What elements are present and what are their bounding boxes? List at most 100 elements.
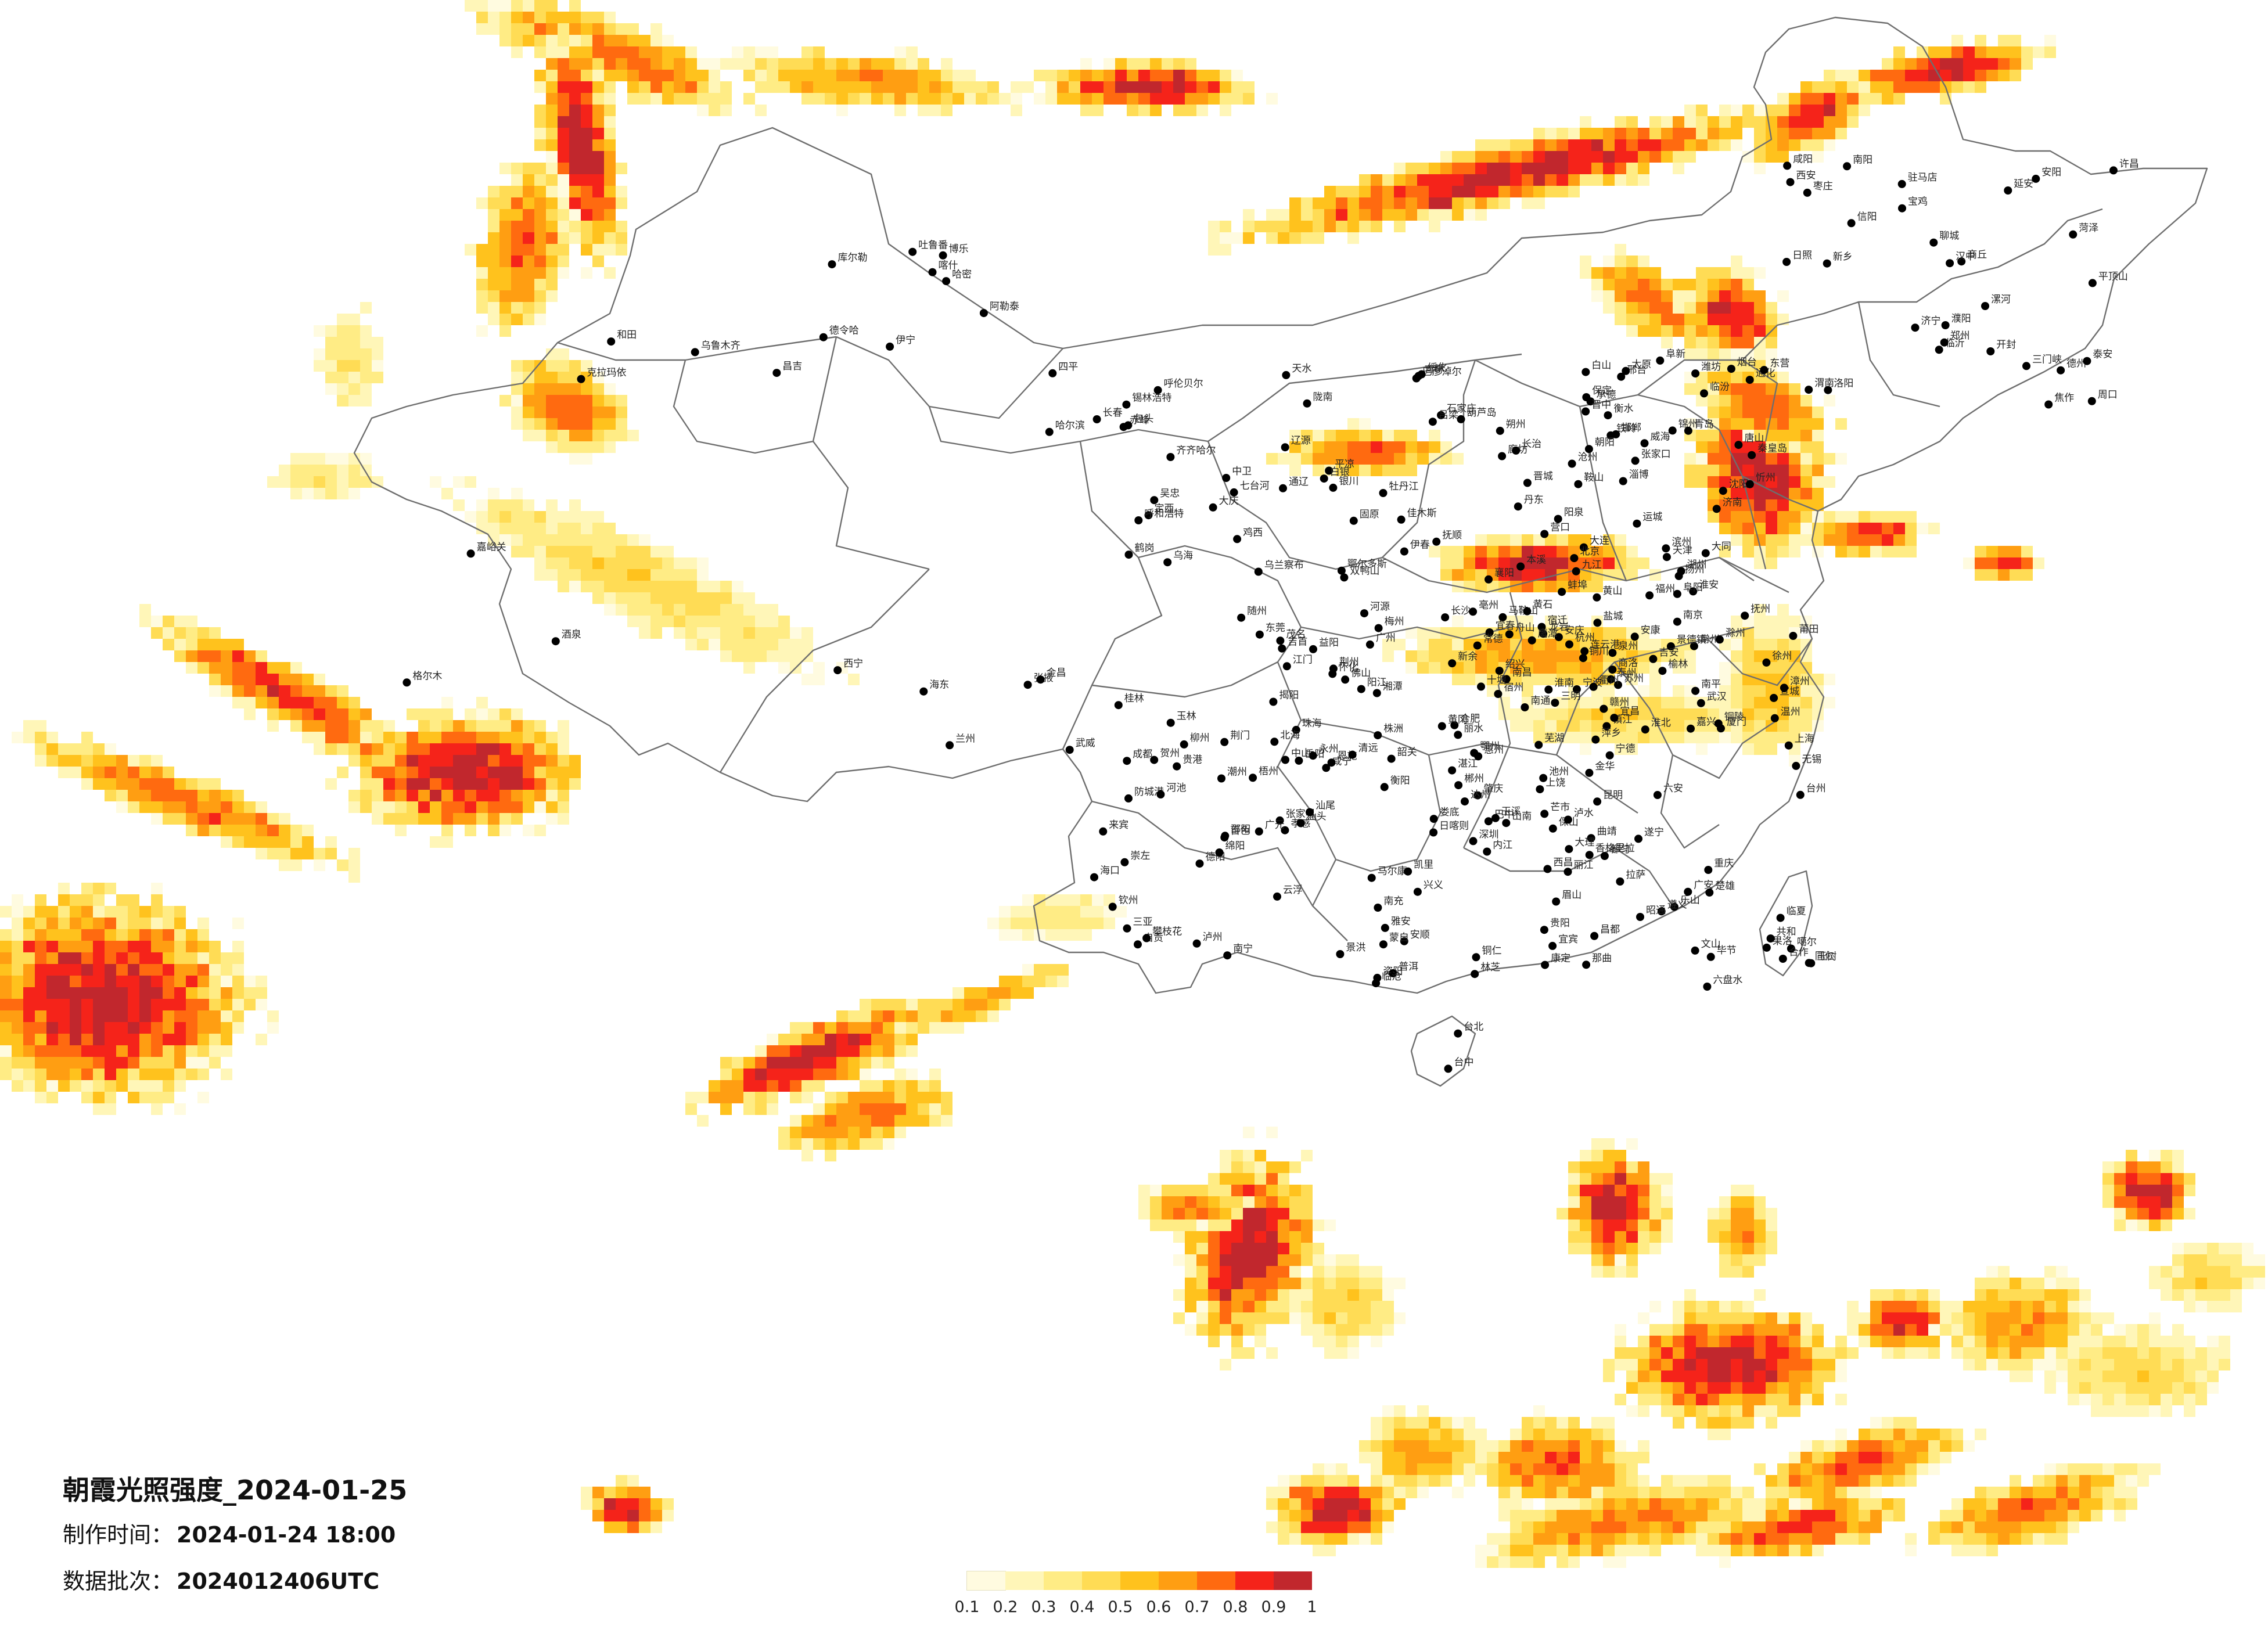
legend-swatch xyxy=(1082,1571,1120,1590)
city-label: 佛山 xyxy=(1351,667,1371,679)
city-marker xyxy=(1144,511,1153,520)
city-label: 昌吉 xyxy=(782,361,802,372)
city-marker xyxy=(1792,761,1800,770)
city-marker xyxy=(1748,451,1756,459)
city-label: 昭通 xyxy=(1646,905,1666,916)
city-label: 西昌 xyxy=(1554,857,1573,868)
city-marker xyxy=(1572,567,1580,575)
city-marker xyxy=(1727,365,1735,373)
city-marker xyxy=(1548,941,1557,950)
city-label: 铜川 xyxy=(1589,646,1609,657)
city-label: 雅安 xyxy=(1391,916,1411,927)
city-label: 阜新 xyxy=(1666,348,1685,360)
city-label: 清远 xyxy=(1358,743,1378,754)
city-marker xyxy=(1662,544,1670,553)
city-marker xyxy=(1498,452,1507,461)
city-marker xyxy=(1911,323,1920,332)
city-marker xyxy=(1237,613,1246,622)
city-marker xyxy=(1762,658,1771,667)
city-label: 渭南 xyxy=(1814,377,1834,389)
city-label: 中山 xyxy=(1291,748,1311,760)
city-marker xyxy=(1282,662,1291,671)
city-marker xyxy=(1495,667,1504,675)
city-label: 烟台 xyxy=(1737,357,1757,368)
city-marker xyxy=(1551,699,1559,707)
city-marker xyxy=(1491,814,1500,822)
city-label: 太原 xyxy=(1631,359,1651,370)
city-marker xyxy=(1195,859,1204,868)
city-marker xyxy=(1636,913,1644,921)
city-marker xyxy=(1341,675,1350,684)
production-time-label: 制作时间： xyxy=(63,1522,174,1548)
city-label: 绍兴 xyxy=(1505,659,1525,670)
city-label: 邢台 xyxy=(1627,365,1647,376)
city-marker xyxy=(1450,721,1459,729)
city-marker xyxy=(1429,815,1438,823)
city-marker xyxy=(1649,654,1658,663)
city-marker xyxy=(1805,386,1813,394)
city-label: 哈密 xyxy=(952,269,972,280)
city-label: 漯河 xyxy=(1991,294,2011,305)
city-marker xyxy=(1134,940,1142,949)
city-marker xyxy=(1778,955,1787,963)
city-label: 玉溪 xyxy=(1501,806,1521,818)
city-marker xyxy=(1741,611,1749,620)
city-marker xyxy=(1579,543,1588,552)
city-marker xyxy=(1670,902,1678,911)
city-label: 景德镇 xyxy=(1677,634,1706,646)
city-marker xyxy=(1249,774,1257,782)
city-marker xyxy=(1215,848,1224,857)
city-marker xyxy=(1397,515,1406,524)
city-marker xyxy=(1606,675,1615,684)
city-label: 中卫 xyxy=(1232,466,1252,477)
city-label: 周口 xyxy=(2098,389,2118,401)
city-label: 沧州 xyxy=(1578,452,1598,463)
city-label: 淄博 xyxy=(1629,469,1649,481)
city-label: 北京 xyxy=(1580,546,1600,557)
city-label: 佳木斯 xyxy=(1407,508,1437,519)
city-marker xyxy=(1329,483,1338,492)
city-marker xyxy=(1469,607,1478,616)
city-marker xyxy=(828,260,836,269)
city-marker xyxy=(1374,904,1382,912)
city-label: 酒泉 xyxy=(562,629,581,641)
city-marker xyxy=(1414,372,1423,380)
city-marker xyxy=(1483,847,1491,856)
city-label: 攀枝花 xyxy=(1152,926,1182,938)
city-label: 沈阳 xyxy=(1729,479,1749,490)
city-marker xyxy=(1496,426,1504,435)
city-label: 香格里拉 xyxy=(1595,843,1635,854)
city-marker xyxy=(1281,826,1289,834)
city-label: 上海 xyxy=(1795,733,1814,745)
city-label: 鹤岗 xyxy=(1135,542,1155,554)
city-label: 温州 xyxy=(1781,706,1800,718)
city-label: 楚雄 xyxy=(1715,880,1735,892)
city-label: 合作 xyxy=(1789,947,1809,958)
city-marker xyxy=(1941,321,1950,329)
city-label: 库尔勒 xyxy=(838,252,868,264)
city-label: 扬州 xyxy=(1685,564,1705,575)
city-label: 嘉峪关 xyxy=(477,541,506,553)
city-label: 厦门 xyxy=(1727,716,1746,728)
city-label: 阜阳 xyxy=(1683,582,1703,593)
city-marker xyxy=(1789,632,1798,640)
city-marker xyxy=(1521,703,1529,711)
city-marker xyxy=(1153,386,1162,394)
city-label: 喀什 xyxy=(939,260,958,272)
city-marker xyxy=(2083,357,2091,365)
city-marker xyxy=(1282,370,1291,379)
city-label: 天水 xyxy=(1292,363,1311,375)
city-label: 娄底 xyxy=(1440,807,1460,818)
city-marker xyxy=(1657,907,1666,916)
city-label: 河源 xyxy=(1370,601,1390,613)
city-label: 百色 xyxy=(1230,825,1250,837)
city-label: 和田 xyxy=(617,329,637,341)
city-marker xyxy=(1372,979,1381,988)
city-marker xyxy=(928,268,937,276)
city-label: 噶尔 xyxy=(1797,937,1817,948)
city-label: 临沧 xyxy=(1382,971,1401,983)
city-marker xyxy=(1045,427,1054,436)
city-label: 汉中 xyxy=(1956,251,1975,262)
city-marker xyxy=(819,333,828,341)
city-marker xyxy=(1400,547,1408,556)
